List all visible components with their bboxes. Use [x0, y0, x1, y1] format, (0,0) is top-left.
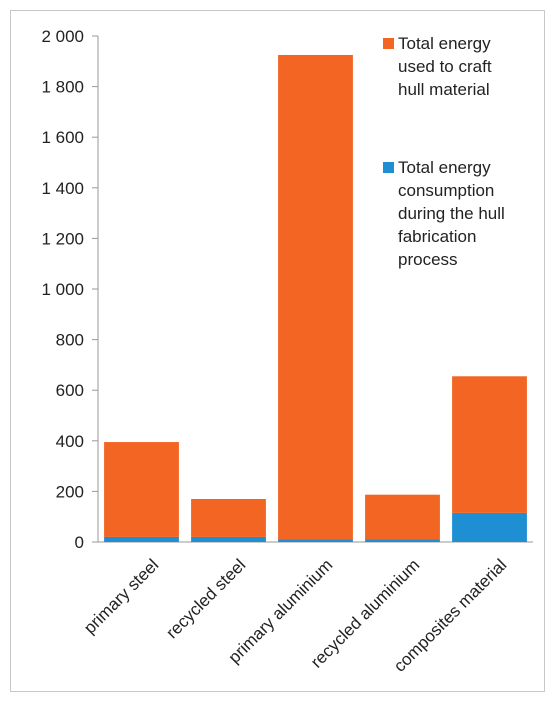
x-category-label: recycled steel — [162, 555, 249, 642]
bar-segment-material — [452, 376, 527, 513]
y-tick-label: 1 200 — [41, 229, 84, 248]
y-tick-label: 1 600 — [41, 128, 84, 147]
y-tick-label: 400 — [56, 432, 84, 451]
legend-label: during the hull — [398, 204, 505, 223]
legend-label: hull material — [398, 80, 490, 99]
bar-segment-material — [365, 494, 440, 540]
y-tick-label: 200 — [56, 482, 84, 501]
y-tick-label: 1 000 — [41, 280, 84, 299]
y-tick-label: 0 — [75, 533, 84, 552]
legend-label: consumption — [398, 181, 494, 200]
legend-item: Total energy consumption during the hull fa… — [383, 158, 505, 269]
bar-segment-material — [104, 442, 179, 537]
bar-segment-fabrication — [278, 539, 353, 542]
y-tick-label: 1 800 — [41, 78, 84, 97]
y-tick-label: 800 — [56, 331, 84, 350]
legend-swatch — [383, 162, 394, 173]
bar-segment-fabrication — [191, 536, 266, 542]
legend-label: Total energy — [398, 158, 491, 177]
stacked-bar-chart: 0 200 400 600 800 1 000 1 200 1 400 1 600 1 800 2 … — [41, 27, 533, 676]
bar-segment-material — [278, 54, 353, 540]
legend-label: process — [398, 250, 458, 269]
y-tick-label: 1 400 — [41, 179, 84, 198]
y-tick-label: 600 — [56, 381, 84, 400]
legend-item: Total energy used to craft hull material — [383, 34, 492, 99]
legend-swatch — [383, 38, 394, 49]
y-tick-label: 2 000 — [41, 27, 84, 46]
y-tick-labels: 0 200 400 600 800 1 000 1 200 1 400 1 600 1 800 2 … — [41, 27, 98, 552]
chart-frame: 0 200 400 600 800 1 000 1 200 1 400 1 600 1 800 2 … — [10, 10, 545, 692]
bar-segment-fabrication — [365, 539, 440, 542]
legend-label: fabrication — [398, 227, 476, 246]
bar-segment-fabrication — [452, 512, 527, 542]
bars — [104, 54, 527, 542]
bar-segment-fabrication — [104, 536, 179, 542]
legend-label: used to craft — [398, 57, 492, 76]
legend-label: Total energy — [398, 34, 491, 53]
x-category-label: primary steel — [80, 555, 162, 637]
bar-segment-material — [191, 498, 266, 537]
